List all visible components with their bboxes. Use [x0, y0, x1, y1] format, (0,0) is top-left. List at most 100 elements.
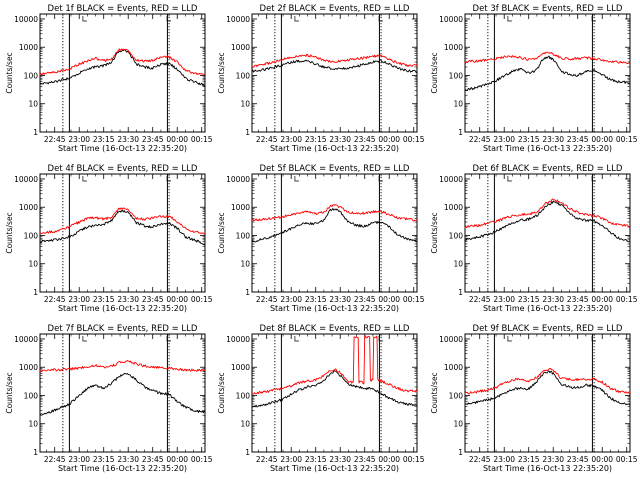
x-axis-label: Start Time (16-Oct-13 22:35:20) — [483, 304, 612, 313]
corner-bracket — [166, 176, 172, 182]
series-line-events — [251, 59, 418, 73]
panel-title: Det 3f BLACK = Events, RED = LLD — [473, 4, 623, 14]
x-tick-label: 23:15 — [518, 135, 540, 144]
panel-9: Det 9f BLACK = Events, RED = LLD 1 10 100 10… — [430, 324, 638, 473]
y-tick-label: 100 — [449, 391, 464, 400]
y-axis-label: Counts/sec — [430, 212, 439, 253]
corner-bracket — [507, 176, 512, 182]
panel-3: Det 3f BLACK = Events, RED = LLD 1 10 100 10… — [430, 4, 638, 153]
x-tick-label: 23:30 — [542, 295, 564, 304]
x-tick-label: 23:45 — [142, 295, 164, 304]
series-line-events — [251, 208, 418, 243]
x-tick-label: 00:00 — [378, 455, 400, 464]
y-tick-label: 10 — [28, 100, 38, 109]
panel-1: Det 1f BLACK = Events, RED = LLD 1 10 100 10… — [5, 4, 213, 153]
x-tick-label: 23:30 — [117, 135, 139, 144]
y-tick-label: 1 — [33, 448, 38, 457]
y-tick-label: 100 — [449, 231, 464, 240]
y-tick-label: 1 — [245, 288, 250, 297]
x-tick-label: 23:15 — [518, 455, 540, 464]
x-tick-label: 23:45 — [354, 295, 376, 304]
x-tick-label: 23:45 — [567, 455, 589, 464]
y-tick-label: 10000 — [226, 175, 250, 184]
series-line-lld — [464, 198, 631, 228]
x-tick-label: 23:30 — [542, 455, 564, 464]
x-axis-label: Start Time (16-Oct-13 22:35:20) — [483, 464, 612, 473]
y-tick-label: 10000 — [14, 175, 38, 184]
x-tick-label: 23:00 — [68, 135, 90, 144]
x-tick-label: 22:45 — [44, 135, 66, 144]
corner-bracket — [166, 336, 172, 342]
series-line-lld — [464, 368, 631, 395]
series-line-lld — [251, 53, 418, 68]
y-tick-label: 1 — [458, 288, 463, 297]
x-tick-label: 23:45 — [567, 295, 589, 304]
x-tick-label: 22:45 — [256, 295, 278, 304]
y-axis-label: Counts/sec — [217, 52, 226, 93]
x-tick-label: 23:00 — [493, 295, 515, 304]
y-tick-label: 10000 — [226, 335, 250, 344]
x-tick-label: 23:15 — [305, 295, 327, 304]
plot-frame — [251, 173, 418, 293]
panel-title: Det 5f BLACK = Events, RED = LLD — [260, 164, 410, 174]
series-line-events — [251, 370, 418, 408]
corner-bracket — [82, 336, 87, 342]
series-line-events — [39, 49, 206, 87]
corner-bracket — [82, 176, 87, 182]
y-tick-label: 10 — [240, 260, 250, 269]
x-tick-label: 00:15 — [403, 455, 425, 464]
y-tick-label: 10000 — [14, 335, 38, 344]
series-line-lld — [39, 359, 206, 373]
y-tick-label: 100 — [236, 391, 251, 400]
plot-frame — [251, 13, 418, 133]
y-tick-label: 1000 — [19, 203, 38, 212]
y-axis-label: Counts/sec — [217, 372, 226, 413]
y-tick-label: 100 — [24, 71, 39, 80]
y-tick-label: 1000 — [444, 43, 463, 52]
y-tick-label: 1 — [245, 128, 250, 137]
y-tick-label: 1 — [33, 128, 38, 137]
panel-title: Det 9f BLACK = Events, RED = LLD — [473, 324, 623, 334]
panel-4: Det 4f BLACK = Events, RED = LLD 1 10 100 10… — [5, 164, 213, 313]
y-axis-label: Counts/sec — [5, 372, 14, 413]
corner-bracket — [378, 176, 384, 182]
y-tick-label: 10 — [453, 260, 463, 269]
panel-title: Det 4f BLACK = Events, RED = LLD — [48, 164, 198, 174]
series-line-events — [464, 370, 631, 406]
x-tick-label: 23:00 — [280, 295, 302, 304]
series-line-events — [464, 200, 631, 243]
x-tick-label: 00:15 — [191, 295, 213, 304]
x-tick-label: 23:00 — [493, 455, 515, 464]
x-tick-label: 23:15 — [93, 455, 115, 464]
plot-frame — [464, 333, 631, 453]
y-tick-label: 100 — [236, 231, 251, 240]
x-tick-label: 23:30 — [542, 135, 564, 144]
series-line-lld — [251, 335, 418, 395]
corner-bracket — [378, 336, 384, 342]
panel-title: Det 6f BLACK = Events, RED = LLD — [473, 164, 623, 174]
y-tick-label: 100 — [24, 391, 39, 400]
x-axis-label: Start Time (16-Oct-13 22:35:20) — [58, 304, 187, 313]
y-tick-label: 10 — [453, 420, 463, 429]
y-axis-label: Counts/sec — [217, 212, 226, 253]
y-tick-label: 100 — [449, 71, 464, 80]
y-tick-label: 100 — [24, 231, 39, 240]
y-tick-label: 10000 — [439, 175, 463, 184]
y-tick-label: 1000 — [231, 363, 250, 372]
y-tick-label: 1 — [458, 448, 463, 457]
y-axis-label: Counts/sec — [430, 372, 439, 413]
series-line-events — [39, 372, 206, 416]
series-line-lld — [39, 207, 206, 235]
x-tick-label: 23:30 — [117, 455, 139, 464]
x-tick-label: 22:45 — [44, 455, 66, 464]
x-tick-label: 00:15 — [616, 455, 638, 464]
y-tick-label: 10 — [28, 420, 38, 429]
corner-bracket — [166, 16, 172, 22]
x-tick-label: 00:15 — [616, 295, 638, 304]
x-tick-label: 22:45 — [469, 135, 491, 144]
series-line-lld — [464, 51, 631, 65]
corner-bracket — [378, 16, 384, 22]
series-line-lld — [251, 204, 418, 222]
corner-bracket — [294, 176, 299, 182]
